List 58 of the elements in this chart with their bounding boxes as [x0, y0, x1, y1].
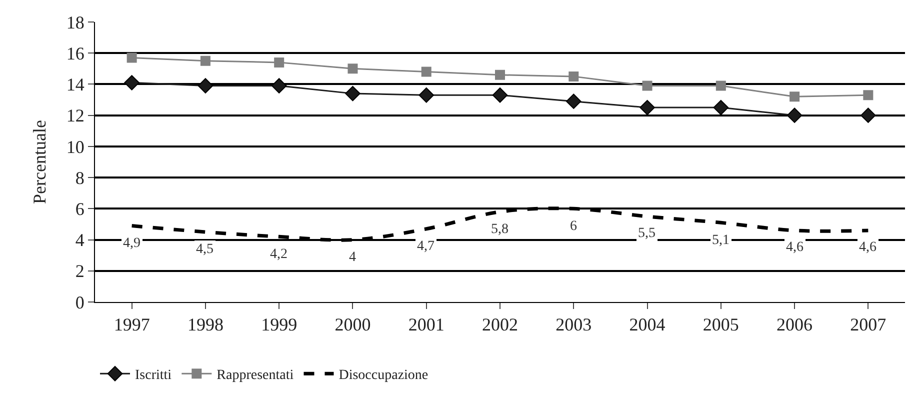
- point: [860, 108, 876, 123]
- x-tick-label: 2004: [629, 314, 666, 335]
- point: [492, 87, 508, 103]
- point: [274, 57, 284, 68]
- x-tick-label: 1998: [187, 314, 224, 335]
- point: [345, 86, 360, 102]
- x-tick-label: 2007: [850, 314, 886, 335]
- legend-label: Rappresentati: [216, 368, 294, 384]
- data-label: 5,8: [491, 222, 508, 237]
- y-tick-label: 12: [66, 106, 84, 126]
- x-tick-label: 1999: [261, 314, 298, 335]
- point: [716, 80, 726, 91]
- data-label: 6: [570, 219, 577, 234]
- legend-label: Disoccupazione: [338, 368, 428, 384]
- point: [271, 78, 287, 94]
- point: [421, 66, 432, 77]
- x-tick-label: 2000: [334, 314, 371, 335]
- y-tick-label: 0: [75, 292, 84, 312]
- point: [566, 94, 582, 109]
- point: [863, 90, 874, 100]
- x-tick-label: 2001: [408, 314, 444, 335]
- legend-label: Iscritti: [135, 368, 172, 384]
- data-label: 4,5: [196, 242, 214, 257]
- point: [348, 64, 358, 74]
- y-tick-label: 18: [66, 12, 84, 32]
- data-label: 5,1: [712, 233, 730, 248]
- point: [642, 80, 652, 91]
- point: [126, 52, 137, 63]
- x-tick-label: 2005: [702, 314, 739, 335]
- point: [568, 71, 579, 82]
- point: [198, 78, 214, 94]
- data-label: 4,6: [786, 240, 804, 255]
- point: [124, 75, 140, 90]
- data-label: 4,2: [270, 247, 288, 262]
- data-label: 5,5: [638, 226, 656, 241]
- y-tick-label: 10: [66, 136, 84, 157]
- y-tick-label: 6: [75, 198, 84, 219]
- point: [713, 100, 729, 116]
- y-tick-label: 2: [75, 261, 84, 282]
- data-label: 4,6: [859, 240, 876, 255]
- point: [495, 70, 505, 80]
- x-tick-label: 2002: [482, 314, 518, 335]
- point: [418, 87, 434, 103]
- data-label: 4: [349, 250, 356, 265]
- point: [790, 92, 800, 102]
- data-label: 4,9: [123, 236, 140, 251]
- y-tick-label: 8: [75, 168, 84, 188]
- point: [640, 100, 655, 116]
- x-tick-label: 2006: [776, 314, 813, 335]
- x-tick-label: 1997: [114, 314, 150, 335]
- y-tick-label: 4: [75, 230, 84, 250]
- x-tick-label: 2003: [556, 314, 592, 335]
- data-label: 4,7: [417, 239, 434, 254]
- y-axis-title: Percentuale: [30, 120, 50, 204]
- point: [786, 108, 802, 123]
- point: [200, 56, 210, 66]
- y-tick-label: 16: [66, 43, 84, 64]
- y-tick-label: 14: [66, 74, 84, 95]
